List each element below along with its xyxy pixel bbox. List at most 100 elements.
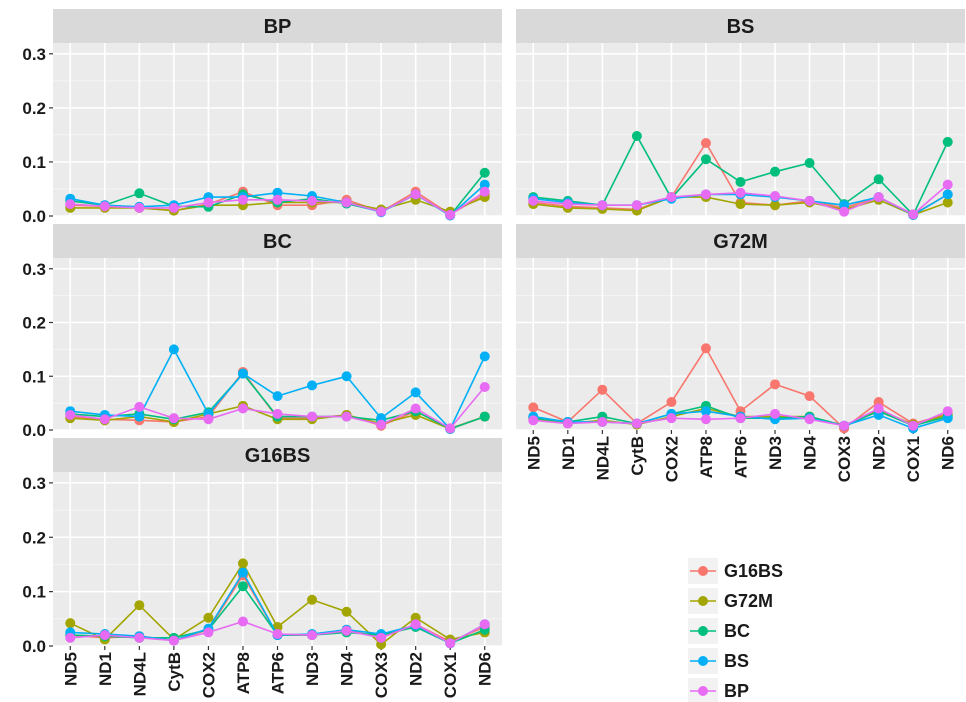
data-point-g72m bbox=[942, 197, 953, 208]
data-point-bp bbox=[479, 186, 490, 197]
data-point-g16bs bbox=[700, 138, 711, 149]
data-point-bp bbox=[839, 206, 850, 217]
data-point-bc bbox=[942, 136, 953, 147]
data-point-g72m bbox=[237, 558, 248, 569]
data-point-bs bbox=[237, 368, 248, 379]
data-point-bp bbox=[700, 189, 711, 200]
data-point-g72m bbox=[65, 618, 76, 629]
data-point-bc bbox=[631, 130, 642, 141]
x-tick-label: ND4 bbox=[801, 435, 820, 470]
data-point-g16bs bbox=[666, 397, 677, 408]
data-point-bp bbox=[65, 199, 76, 210]
legend-key-point bbox=[698, 656, 708, 666]
data-point-bp bbox=[942, 406, 953, 417]
data-point-bp bbox=[631, 418, 642, 429]
panel-title: BP bbox=[264, 16, 292, 38]
x-tick-label: ND3 bbox=[766, 436, 785, 470]
data-point-bp bbox=[376, 206, 387, 217]
data-point-bp bbox=[307, 630, 318, 641]
data-point-bp bbox=[168, 202, 179, 213]
y-tick-label: 0.1 bbox=[22, 153, 46, 172]
x-tick-label: ND2 bbox=[407, 652, 426, 686]
data-point-bp bbox=[99, 201, 110, 212]
data-point-bc bbox=[134, 188, 145, 199]
data-point-bc bbox=[700, 154, 711, 165]
data-point-g72m bbox=[341, 606, 352, 617]
data-point-g72m bbox=[307, 594, 318, 605]
x-tick-label: ND4 bbox=[338, 651, 357, 686]
x-tick-label: COX2 bbox=[199, 652, 218, 698]
panel-strip bbox=[53, 224, 502, 258]
data-point-bp bbox=[666, 192, 677, 203]
data-point-bp bbox=[237, 403, 248, 414]
data-point-bc bbox=[735, 176, 746, 187]
x-tick-label: COX1 bbox=[904, 436, 923, 482]
data-point-bp bbox=[445, 209, 456, 220]
x-tick-label: ATP8 bbox=[697, 436, 716, 478]
data-point-g72m bbox=[735, 199, 746, 210]
data-point-bp bbox=[839, 420, 850, 431]
data-point-g16bs bbox=[770, 379, 781, 390]
data-point-bs bbox=[307, 380, 318, 391]
series-group bbox=[65, 167, 490, 221]
series-group bbox=[65, 344, 490, 434]
data-point-bp bbox=[804, 414, 815, 425]
y-tick-label: 0.0 bbox=[22, 421, 46, 440]
data-point-bs bbox=[942, 189, 953, 200]
data-point-bp bbox=[873, 403, 884, 414]
data-point-bc bbox=[770, 166, 781, 177]
x-tick-label: ATP6 bbox=[732, 436, 751, 478]
data-point-bp bbox=[272, 194, 283, 205]
data-point-g72m bbox=[134, 600, 145, 611]
data-point-bp bbox=[168, 413, 179, 424]
x-tick-label: ND4L bbox=[130, 652, 149, 696]
x-tick-label: ND2 bbox=[870, 436, 889, 470]
series-group bbox=[65, 558, 490, 650]
x-tick-label: CytB bbox=[165, 652, 184, 692]
legend-key-point bbox=[698, 626, 708, 636]
legend: G16BS G72M BC BS BP bbox=[688, 558, 783, 702]
panel-g16bs: G16BS 0.0 0.1 0.2 0.3 ND5 ND1 ND4L CytB COX2 ATP8 A… bbox=[22, 438, 502, 698]
y-tick-label: 0.1 bbox=[22, 583, 46, 602]
data-point-bs bbox=[479, 179, 490, 190]
data-point-bs bbox=[272, 187, 283, 198]
panel-bc: BC 0.0 0.1 0.2 0.3 bbox=[22, 224, 502, 440]
data-point-bc bbox=[237, 581, 248, 592]
data-point-bp bbox=[908, 209, 919, 220]
data-point-bp bbox=[735, 187, 746, 198]
series-group bbox=[528, 130, 953, 220]
data-point-bp bbox=[376, 419, 387, 430]
data-point-bp bbox=[528, 195, 539, 206]
x-tick-label: COX2 bbox=[662, 436, 681, 482]
data-point-bp bbox=[237, 194, 248, 205]
data-point-g16bs bbox=[597, 384, 608, 395]
panel-bs: BS bbox=[516, 9, 965, 220]
data-point-bp bbox=[410, 189, 421, 200]
data-point-bp bbox=[562, 418, 573, 429]
x-tick-label: ATP8 bbox=[234, 652, 253, 694]
data-point-bp bbox=[631, 200, 642, 211]
series-group bbox=[528, 343, 953, 434]
data-point-bp bbox=[341, 625, 352, 636]
x-tick-label: COX3 bbox=[835, 436, 854, 482]
data-point-bc bbox=[804, 158, 815, 169]
data-point-bp bbox=[770, 190, 781, 201]
data-point-bp bbox=[99, 630, 110, 641]
x-tick-label: ND1 bbox=[96, 652, 115, 686]
panel-g72m: G72M ND5 ND1 ND4L CytB COX2 ATP8 ATP6 ND3 ND4 COX3… bbox=[516, 224, 965, 482]
legend-key-point bbox=[698, 686, 708, 696]
data-point-bp bbox=[700, 414, 711, 425]
data-point-bp bbox=[908, 420, 919, 431]
data-point-bp bbox=[479, 619, 490, 630]
data-point-bp bbox=[562, 199, 573, 210]
legend-label: G16BS bbox=[724, 561, 783, 581]
data-point-g72m bbox=[203, 612, 214, 623]
y-tick-label: 0.2 bbox=[22, 314, 46, 333]
data-point-bs bbox=[479, 351, 490, 362]
data-point-bp bbox=[942, 179, 953, 190]
panel-strip bbox=[53, 438, 502, 472]
data-point-bs bbox=[237, 567, 248, 578]
data-point-bs bbox=[134, 411, 145, 422]
data-point-bp bbox=[410, 619, 421, 630]
